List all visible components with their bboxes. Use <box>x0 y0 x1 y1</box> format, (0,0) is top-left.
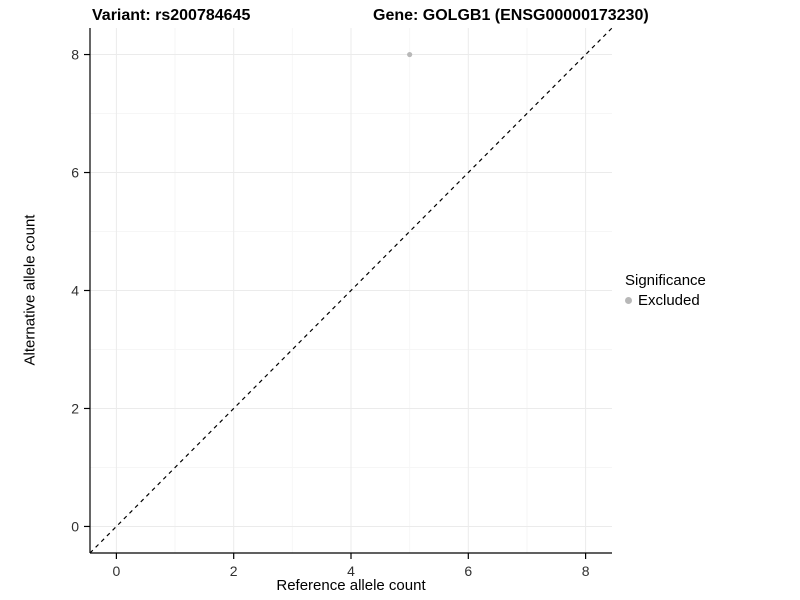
y-tick-label: 6 <box>71 165 79 181</box>
x-tick-label: 4 <box>347 563 355 579</box>
legend-entry: Excluded <box>625 292 706 309</box>
data-point <box>407 51 413 58</box>
legend: Significance Excluded <box>625 272 706 309</box>
variant-title: Variant: rs200784645 <box>92 7 251 24</box>
legend-entry-label: Excluded <box>638 292 700 309</box>
y-axis-title: Alternative allele count <box>21 214 39 366</box>
y-tick-label: 8 <box>71 47 79 63</box>
y-tick-label: 2 <box>71 400 79 416</box>
y-tick-label: 4 <box>71 283 79 299</box>
legend-point-icon <box>625 297 632 304</box>
x-tick-label: 0 <box>112 563 120 579</box>
x-tick-label: 6 <box>464 563 472 579</box>
y-tick-label: 0 <box>71 518 79 534</box>
x-tick-label: 8 <box>582 563 590 579</box>
gene-title: Gene: GOLGB1 (ENSG00000173230) <box>373 7 649 24</box>
x-axis-title: Reference allele count <box>276 577 426 594</box>
identity-reference-line <box>89 27 613 554</box>
legend-title: Significance <box>625 272 706 289</box>
x-tick-label: 2 <box>230 563 238 579</box>
